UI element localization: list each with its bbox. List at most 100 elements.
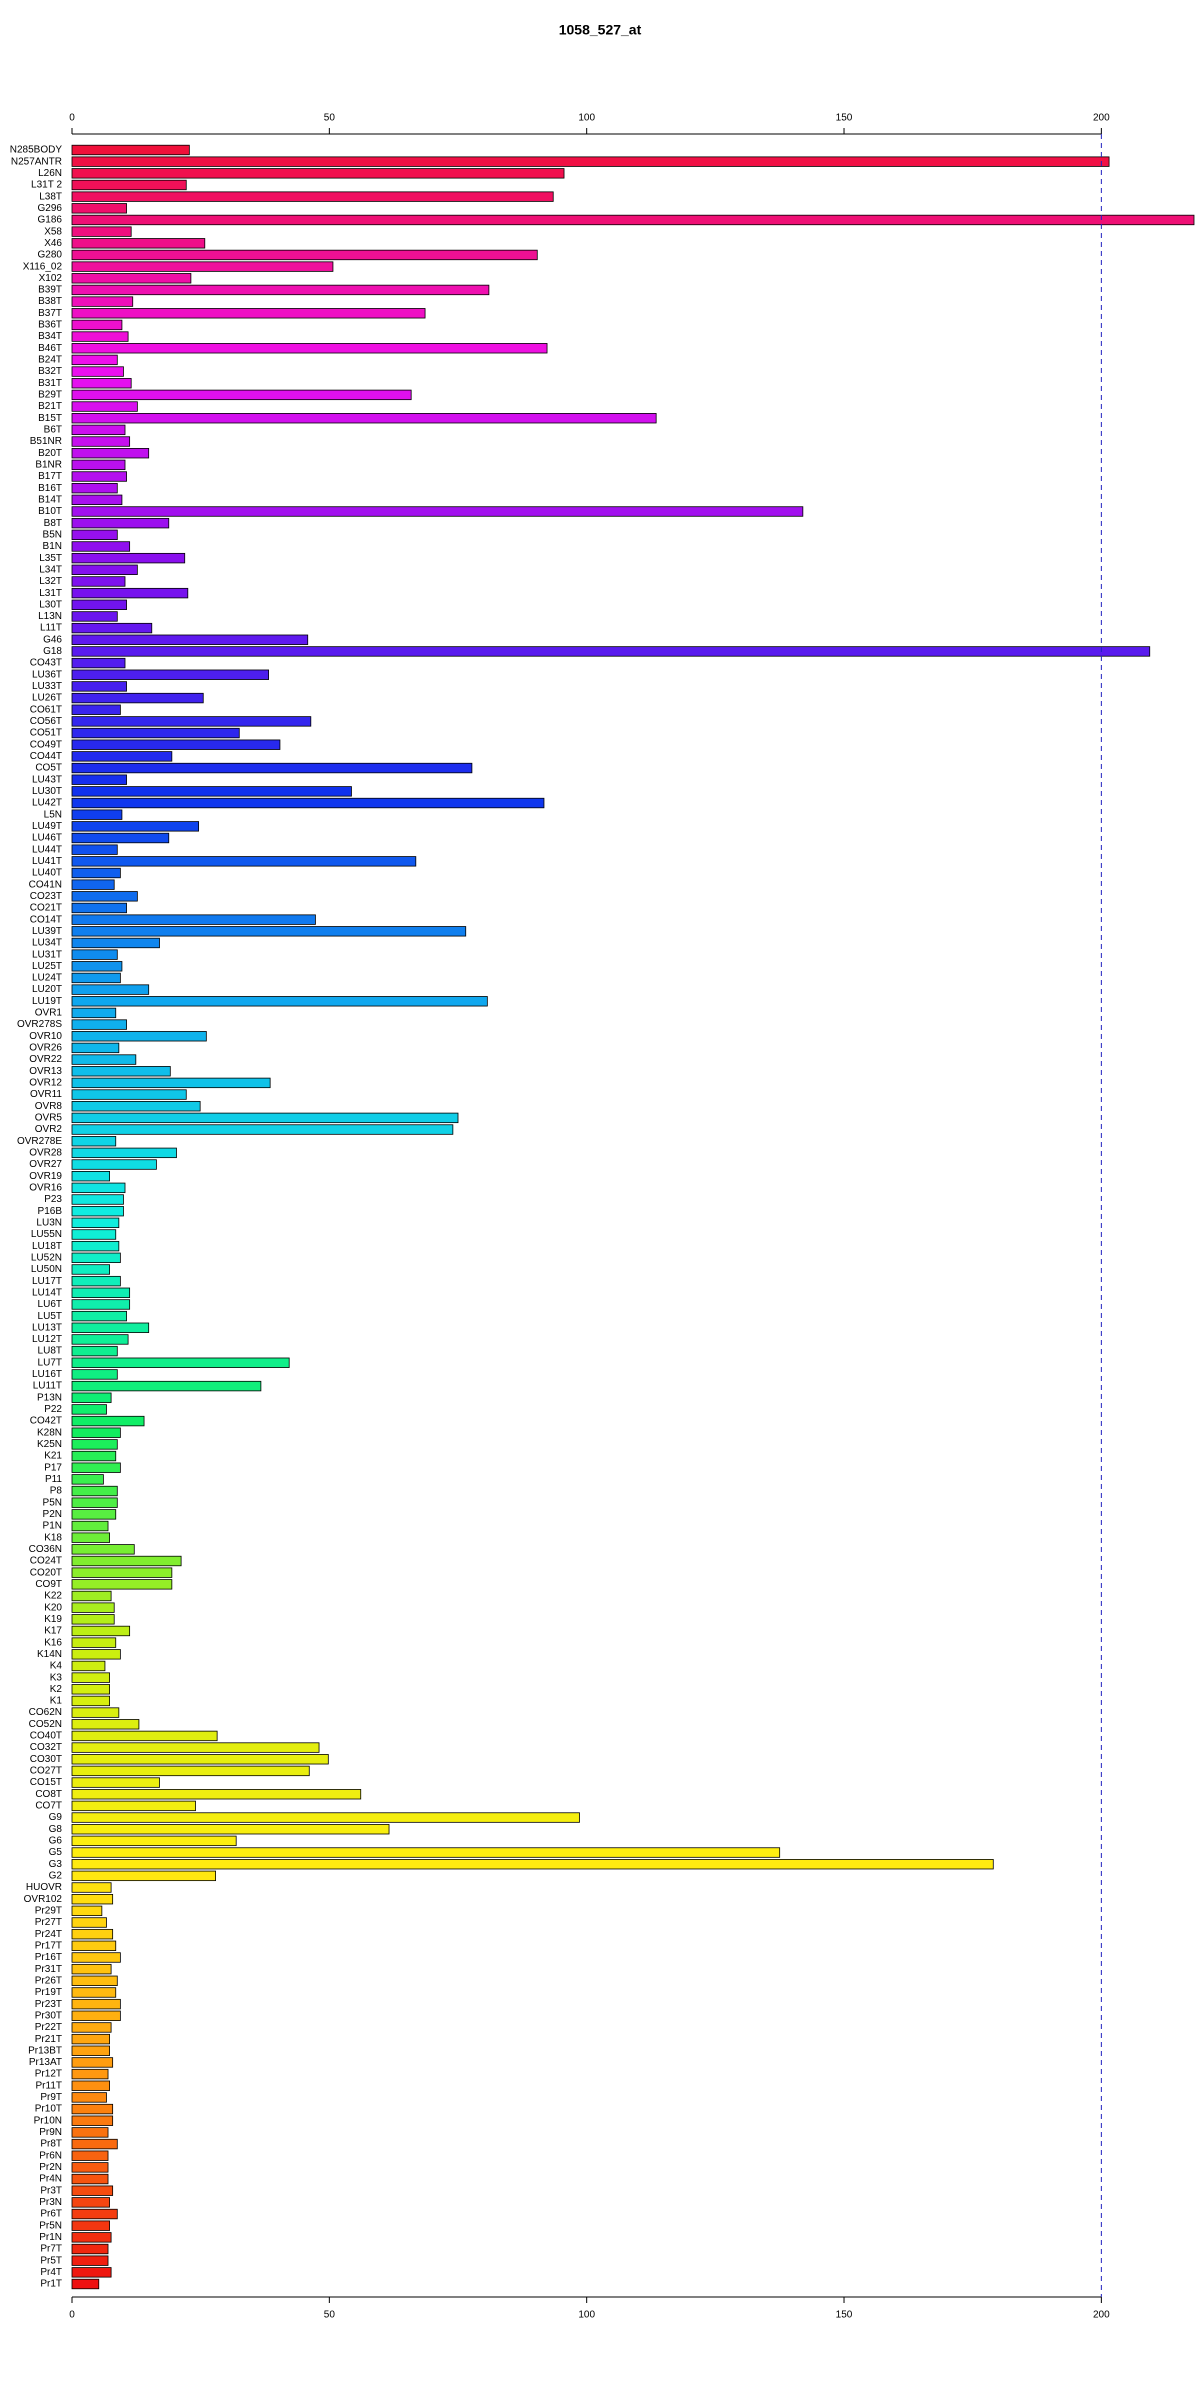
chart-title: 1058_527_at	[559, 22, 642, 38]
y-tick-label: LU5T	[38, 1311, 62, 1322]
bar	[71, 821, 200, 832]
y-tick-label: B34T	[38, 331, 62, 342]
y-tick-label: OVR26	[29, 1043, 62, 1054]
bar	[71, 1275, 121, 1287]
y-tick-label: B5N	[43, 529, 62, 540]
y-tick-label: G5	[49, 1847, 63, 1858]
y-tick-label: OVR27	[29, 1159, 62, 1170]
bar	[71, 1917, 107, 1928]
y-tick-label: OVR278S	[17, 1019, 62, 1030]
y-tick-label: CO7T	[35, 1801, 62, 1812]
bar	[71, 1054, 137, 1065]
bar	[71, 2022, 112, 2033]
bar	[71, 1870, 216, 1882]
bar	[71, 1147, 177, 1159]
y-tick-label: LU13T	[32, 1322, 62, 1333]
bar	[71, 1357, 290, 1368]
bar	[71, 459, 126, 471]
y-tick-label: B31T	[38, 378, 62, 389]
x-tick-label: 0	[69, 2310, 75, 2321]
bar	[71, 401, 138, 412]
y-tick-label: Pr1N	[39, 2232, 62, 2243]
y-tick-label: K22	[44, 1591, 62, 1602]
y-tick-label: X102	[39, 273, 63, 284]
bar	[71, 191, 554, 202]
y-tick-label: LU14T	[32, 1287, 62, 1298]
x-tick-label: 200	[1093, 113, 1110, 124]
y-tick-label: CO42T	[30, 1416, 62, 1427]
y-tick-label: Pr2N	[39, 2162, 62, 2173]
bar	[71, 1509, 117, 1520]
bar	[71, 1730, 218, 1742]
y-tick-label: P13N	[37, 1392, 62, 1403]
bar	[71, 2045, 110, 2056]
bar	[71, 506, 804, 517]
y-tick-label: Pr9N	[39, 2127, 62, 2138]
y-tick-label: CO24T	[30, 1556, 62, 1567]
bar	[71, 529, 118, 541]
y-tick-label: B1N	[43, 541, 62, 552]
bar	[71, 1987, 117, 1998]
y-tick-label: B51NR	[30, 436, 62, 447]
y-tick-label: Pr11T	[36, 2080, 63, 2091]
y-tick-label: CO9T	[35, 1579, 62, 1590]
y-tick-label: B46T	[38, 343, 62, 354]
y-tick-label: LU3N	[36, 1217, 62, 1228]
bar	[71, 937, 160, 949]
y-tick-label: B39T	[38, 285, 62, 296]
bar	[71, 319, 123, 331]
bar	[71, 1007, 117, 1019]
bar	[71, 1882, 112, 1893]
bar	[71, 1450, 117, 1462]
bar	[71, 564, 138, 575]
y-tick-label: B16T	[38, 483, 62, 494]
bar	[71, 1369, 118, 1380]
y-tick-label: B20T	[38, 448, 62, 459]
bar	[71, 774, 127, 785]
x-tick-label: 100	[578, 2310, 595, 2321]
y-tick-label: LU41T	[32, 856, 62, 867]
bar	[71, 739, 281, 750]
bar	[71, 1579, 173, 1590]
bar	[71, 2138, 118, 2150]
bar	[71, 1439, 118, 1450]
bar	[71, 1532, 110, 1543]
y-tick-label: K1	[50, 1696, 63, 1707]
y-tick-label: P23	[44, 1194, 62, 1205]
bar	[71, 751, 173, 762]
y-tick-label: CO62N	[29, 1707, 62, 1718]
y-tick-label: K14N	[37, 1649, 62, 1660]
bar	[71, 436, 131, 447]
bar	[71, 1940, 117, 1952]
bar	[71, 1392, 112, 1403]
bar	[71, 634, 309, 645]
bar	[71, 1194, 124, 1205]
y-tick-label: OVR10	[29, 1031, 62, 1042]
bar	[71, 1415, 145, 1427]
y-tick-label: LU8T	[38, 1346, 62, 1357]
y-tick-label: Pr13BT	[28, 2045, 62, 2056]
y-tick-label: LU20T	[32, 984, 62, 995]
bar	[71, 1777, 160, 1788]
y-tick-label: K20	[44, 1602, 62, 1613]
bar	[71, 343, 548, 354]
y-tick-label: G46	[43, 634, 62, 645]
bar	[71, 2103, 114, 2115]
y-tick-label: B1NR	[35, 459, 62, 470]
y-tick-label: B15T	[38, 413, 62, 424]
y-tick-label: G8	[49, 1824, 63, 1835]
bar	[71, 1905, 103, 1917]
y-tick-label: LU7T	[38, 1357, 62, 1368]
y-tick-label: LU43T	[32, 774, 62, 785]
y-tick-label: LU12T	[32, 1334, 62, 1345]
bar	[71, 1497, 118, 1508]
bar	[71, 1031, 207, 1042]
bar	[71, 1824, 390, 1835]
bar	[71, 2278, 100, 2290]
x-tick-label: 50	[324, 113, 336, 124]
y-tick-label: LU46T	[32, 833, 62, 844]
bar	[71, 179, 187, 191]
y-tick-label: LU55N	[31, 1229, 62, 1240]
bar	[71, 1042, 120, 1054]
